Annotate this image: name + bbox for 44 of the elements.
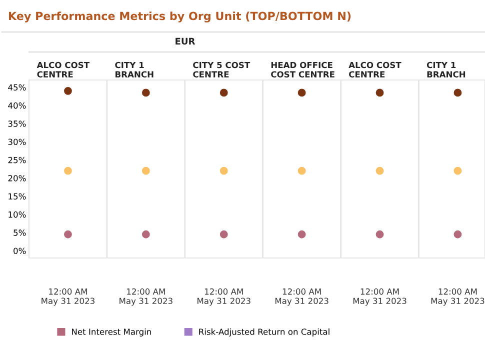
point <box>454 166 462 175</box>
x-tick-label: CITY 5 COST CENTRE <box>193 62 250 78</box>
x-tick-label: CITY 1 BRANCH <box>115 62 154 78</box>
point <box>64 86 72 95</box>
y-tick-label: 15% <box>8 193 26 200</box>
y-tick-label: 30% <box>8 138 26 146</box>
text: 12:00 AM May 31 2023 <box>431 288 484 306</box>
point <box>142 88 150 97</box>
point <box>220 166 228 175</box>
chart-subtitle: EUR <box>176 38 196 45</box>
point <box>454 88 462 97</box>
point <box>376 166 384 175</box>
y-tick-label: 40% <box>8 102 26 109</box>
y-tick-label: 45% <box>8 84 26 91</box>
y-tick-label: 5% <box>14 230 26 236</box>
text: 12:00 AM May 31 2023 <box>198 288 250 306</box>
point <box>142 230 150 238</box>
point <box>298 230 306 238</box>
x-tick-label: ALCO COST CENTRE <box>348 62 402 78</box>
text: 12:00 AM May 31 2023 <box>275 288 328 306</box>
point <box>376 230 384 238</box>
point <box>298 88 306 97</box>
point <box>376 88 384 97</box>
y-tick-label: 10% <box>8 211 26 218</box>
text: 12:00 AM May 31 2023 <box>120 288 172 306</box>
point <box>142 166 150 175</box>
x-tick-label: HEAD OFFICE COST CENTRE <box>271 62 334 78</box>
y-tick-label: 0% <box>14 248 26 254</box>
point <box>64 230 72 238</box>
point <box>64 166 72 175</box>
point <box>454 230 462 238</box>
point <box>220 88 228 97</box>
legend-label: Net Interest Margin <box>72 328 151 336</box>
y-tick-label: 35% <box>8 120 26 127</box>
y-tick-label: 20% <box>8 175 26 182</box>
legend-label: Risk-Adjusted Return on Capital <box>199 328 330 336</box>
text: 12:00 AM May 31 2023 <box>42 288 94 306</box>
x-tick-label: ALCO COST CENTRE <box>36 62 90 78</box>
x-tick-label: CITY 1 BRANCH <box>426 62 466 78</box>
point <box>298 166 306 175</box>
text: 12:00 AM May 31 2023 <box>353 288 406 306</box>
y-tick-label: 25% <box>8 156 26 164</box>
chart-title: Key Performance Metrics by Org Unit (TOP/BOTTOM N) <box>9 12 351 22</box>
point <box>220 230 228 238</box>
